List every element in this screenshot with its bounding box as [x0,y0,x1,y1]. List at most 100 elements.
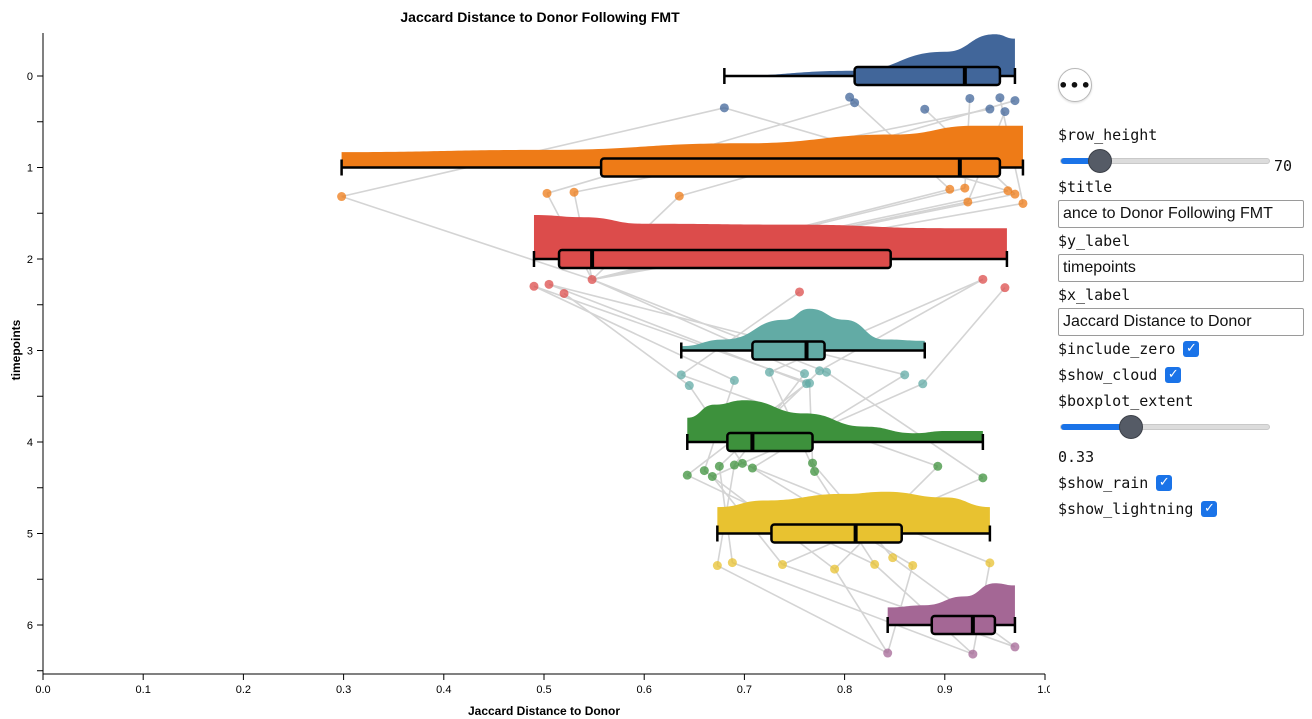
y-tick-label: 3 [27,346,33,358]
y-tick-label: 4 [27,437,33,449]
rain-point-5 [908,560,918,570]
rain-point-3 [918,379,928,389]
box-1 [599,157,1002,178]
rain-point-4 [714,461,724,471]
row-height-slider[interactable]: 70 [1058,148,1308,175]
show-cloud-checkbox[interactable]: ✓ [1165,367,1182,383]
box-0 [853,65,1002,87]
rain-point-4 [933,461,943,471]
rain-point-4 [808,458,818,468]
row-height-track[interactable] [1060,158,1270,164]
y-label-label: $y_label [1058,232,1131,250]
rain-point-3 [822,367,832,377]
rain-point-3 [684,381,694,391]
group-0 [719,34,1020,117]
y-tick-label: 2 [27,254,33,266]
rain-point-3 [815,366,825,376]
y-tick-label: 6 [27,620,33,632]
cloud-5 [717,491,990,534]
include-zero-checkbox[interactable]: ✓ [1183,341,1200,357]
row-height-thumb[interactable] [1087,149,1112,173]
show-lightning-row: $show_lightning ✓ [1058,496,1308,522]
x-tick-label: 0.9 [937,684,952,696]
rain-point-5 [888,553,898,563]
x-tick-label: 0.6 [637,684,652,696]
more-options-button[interactable]: ••• [1058,68,1092,102]
rain-point-4 [729,460,739,470]
rain-point-5 [777,560,787,570]
groups-layer [337,34,1028,659]
x-tick-label: 1.0 [1037,684,1050,696]
x-tick-label: 0.4 [436,684,451,696]
rain-point-2 [978,274,988,284]
box-4 [726,431,814,453]
axes: 0 1 2 3 4 5 6 0.0 0.1 0.2 0.3 0.4 0.5 0.6 0.7 0.8 0.9 1.0 [27,33,1050,696]
x-label-input[interactable] [1058,308,1304,336]
rain-point-4 [978,473,988,483]
x-tick-label: 0.0 [35,684,50,696]
rain-point-1 [945,184,955,194]
rain-point-3 [729,375,739,385]
rain-point-4 [699,466,709,476]
include-zero-row: $include_zero ✓ [1058,336,1308,362]
rain-point-6 [1010,642,1020,652]
x-axis-label: Jaccard Distance to Donor [468,704,620,718]
title-input[interactable] [1058,200,1304,228]
rain-point-0 [850,98,860,108]
rain-point-1 [1018,198,1028,208]
boxplot-extent-slider[interactable] [1058,414,1308,440]
box-5 [770,523,903,544]
include-zero-label: $include_zero [1058,340,1176,358]
box-6 [930,614,997,636]
rain-point-5 [830,564,840,574]
row-height-fill [1061,158,1101,164]
paired-line [819,278,984,372]
group-2 [529,215,1010,298]
boxplot-extent-thumb[interactable] [1119,415,1144,439]
cloud-4 [687,400,983,442]
boxplot-extent-track[interactable] [1060,424,1270,430]
paired-line [716,564,889,654]
x-tick-label: 0.5 [536,684,551,696]
rain-point-4 [810,466,820,476]
show-lightning-checkbox[interactable]: ✓ [1201,501,1218,517]
group-4 [682,400,988,483]
x-tick-label: 0.7 [737,684,752,696]
rain-point-3 [805,378,815,388]
rain-point-0 [985,104,995,114]
title-label: $title [1058,178,1113,196]
show-rain-checkbox[interactable]: ✓ [1156,475,1173,491]
y-label-input[interactable] [1058,254,1304,282]
boxplot-extent-label: $boxplot_extent [1058,392,1194,410]
chart-title: Jaccard Distance to Donor Following FMT [400,9,680,25]
y-tick-label: 0 [27,71,33,83]
rain-point-1 [963,197,973,207]
box-2 [557,248,892,270]
rain-point-2 [1000,283,1010,293]
group-3 [676,308,928,391]
cloud-2 [533,215,1007,259]
x-tick-label: 0.2 [236,684,251,696]
rain-point-1 [337,192,347,202]
boxplot-extent-value: 0.33 [1058,448,1095,466]
cloud-0 [724,34,1015,76]
show-cloud-label: $show_cloud [1058,366,1158,384]
box-3 [751,340,826,361]
paired-line [548,283,905,376]
cloud-1 [341,125,1023,168]
rain-point-1 [1003,186,1013,196]
rain-point-3 [900,370,910,380]
controls-panel: ••• $row_height 70 $title $y_label $x_la… [1058,68,1308,522]
paired-line [732,561,974,655]
rain-point-4 [737,458,747,468]
rain-point-2 [559,288,569,298]
paired-line [341,195,593,281]
rain-point-1 [569,187,579,197]
y-tick-label: 5 [27,529,33,541]
rain-point-4 [747,463,757,473]
rain-point-2 [529,281,539,291]
paired-line [826,371,984,479]
rain-point-1 [960,183,970,193]
y-axis-label: timepoints [9,319,23,380]
rain-point-0 [920,104,930,114]
